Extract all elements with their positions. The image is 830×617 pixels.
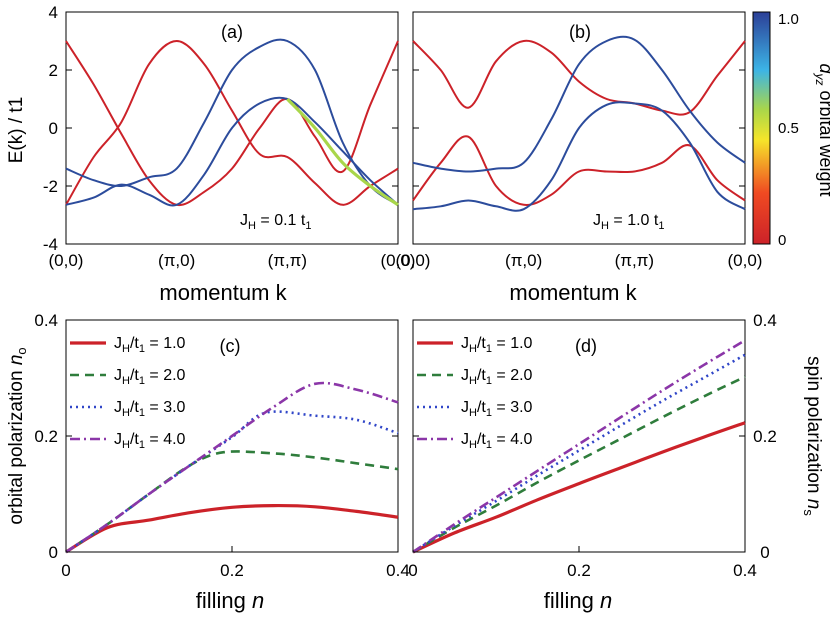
panel-d-legend-label: JH/t1 = 2.0 [461,367,533,387]
panel-c: (c) JH/t1 = 1.0 JH/t1 = 2.0 JH/t1 = 3.0 JH/… [6,311,410,613]
panel-a-ytick-label: 0 [49,119,58,138]
panel-b-xtick-label: (π,π) [615,251,655,270]
panel-d-series-3-0 [412,353,746,554]
panel-a-ytick-label: -4 [43,235,58,254]
panel-a-band2-line [65,39,399,206]
panel-c-series-4-0 [65,381,399,554]
panel-c-ytick-label: 0.2 [34,427,58,446]
panel-c-xlabel: filling n [196,588,265,613]
panel-d-label: (d) [575,336,597,356]
panel-d-xtick-label: 0.2 [567,561,591,580]
panel-a-annotation: JH = 0.1 t1 [240,212,311,232]
panel-c-series-2-0 [65,450,399,554]
panel-b: (b) (0,0) (π,0) (π,π) (0,0) momentum k JH =… [396,11,763,305]
panel-c-xtick-label: 0.4 [386,561,410,580]
panel-c-xtick-label: 0.2 [220,561,244,580]
panel-b-band2-line [412,135,746,207]
panel-a: (a) -4 -2 0 2 4 (0,0) (π,0) (π,π) (0,0) momentu… [6,3,415,305]
panel-a-ylabel: E(k) / t1 [6,97,27,164]
panel-a-xtick-label: (π,π) [268,251,308,270]
panel-b-label: (b) [569,22,591,42]
colorbar-tick-0: 0 [778,232,786,249]
panel-c-ylabel: orbital polarization no [6,347,29,524]
panel-b-xlabel: momentum k [509,280,637,305]
panel-c-xtick-label: 0 [61,561,70,580]
panel-d-ytick-label: 0.2 [753,427,777,446]
colorbar-label: dyz orbital weight [813,63,830,196]
panel-d-legend-label: JH/t1 = 1.0 [461,335,533,355]
panel-a-band3-line [65,38,399,206]
panel-b-xtick-label: (0,0) [396,251,431,270]
panel-d: (d) JH/t1 = 1.0 JH/t1 = 2.0 JH/t1 = 3.0 JH/… [408,311,824,613]
panel-d-legend-label: JH/t1 = 4.0 [461,431,533,451]
panel-d-series-2-0 [412,375,746,554]
panel-a-xlabel: momentum k [159,280,287,305]
panel-c-ytick-label: 0.4 [34,311,58,330]
panel-b-xtick-label: (π,0) [505,251,542,270]
colorbar-tick-1: 1.0 [778,11,799,28]
panel-d-ytick-label: 0.4 [753,311,777,330]
panel-b-annotation: JH = 1.0 t1 [593,212,664,232]
panel-a-xtick-label: (π,0) [158,251,195,270]
panel-c-label: (c) [220,336,241,356]
panel-d-ytick-label: 0 [760,543,769,562]
panel-c-legend-label: JH/t1 = 1.0 [114,335,186,355]
panel-a-xtick-label: (0,0) [49,251,84,270]
panel-d-xtick-label: 0.4 [733,561,757,580]
panel-a-ytick-label: 2 [49,61,58,80]
panel-a-ytick-label: 4 [49,3,58,22]
panel-b-xtick-label: (0,0) [728,251,763,270]
panel-c-ytick-label: 0 [49,543,58,562]
panel-d-xlabel: filling n [544,588,613,613]
panel-d-ylabel: spin polarization ns [801,356,824,516]
panel-a-band1-line [65,40,399,207]
panel-d-xtick-label: 0 [408,561,417,580]
colorbar-gradient [752,11,771,245]
panel-c-legend-label: JH/t1 = 4.0 [114,431,186,451]
panel-d-series-1-0 [412,421,746,554]
panel-a-ytick-label: -2 [43,177,58,196]
panel-c-legend-label: JH/t1 = 3.0 [114,399,186,419]
panel-a-mixed-band-line [286,97,399,207]
panel-b-band1-line [412,39,746,116]
colorbar-tick-05: 0.5 [778,120,799,137]
panel-a-band4-line [65,96,399,207]
panel-b-band3-line [412,35,746,173]
panel-a-label: (a) [221,22,243,42]
colorbar: 1.0 0.5 0 dyz orbital weight [752,11,830,249]
panel-d-series-4-0 [412,339,746,554]
panel-d-legend-label: JH/t1 = 3.0 [461,399,533,419]
panel-c-series-1-0 [65,503,399,554]
panel-c-legend-label: JH/t1 = 2.0 [114,367,186,387]
panel-b-band4-line [412,101,746,212]
panel-a-xtick-label: (0,0) [381,251,416,270]
